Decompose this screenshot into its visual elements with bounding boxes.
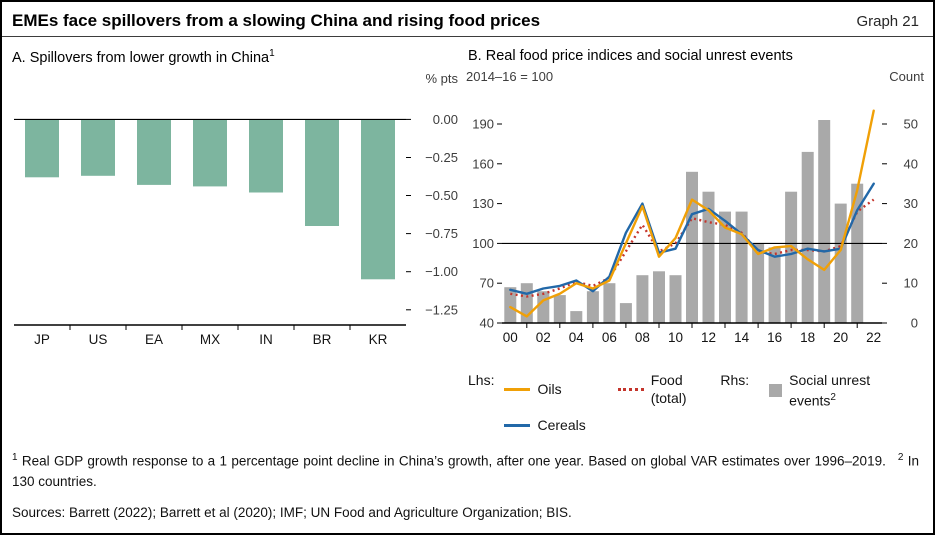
panel-b-title-text: B. Real food price indices and social un… bbox=[468, 48, 793, 64]
svg-text:20: 20 bbox=[904, 236, 918, 251]
cereals-line-swatch bbox=[504, 423, 531, 427]
svg-text:−1.00: −1.00 bbox=[425, 264, 458, 279]
svg-text:10: 10 bbox=[668, 330, 683, 345]
svg-text:Count: Count bbox=[889, 69, 924, 84]
cereals-label: Cereals bbox=[537, 417, 586, 433]
svg-text:40: 40 bbox=[480, 316, 494, 331]
oils-line-swatch bbox=[504, 387, 531, 391]
food-label: Food (total) bbox=[650, 372, 687, 406]
svg-text:US: US bbox=[89, 332, 108, 347]
legend-rhs: Rhs: Social unrest events2 bbox=[720, 371, 919, 410]
panels: A. Spillovers from lower growth in China… bbox=[2, 37, 933, 434]
unrest-label: Social unrest events2 bbox=[789, 372, 871, 409]
svg-text:10: 10 bbox=[904, 276, 918, 291]
legend-item-unrest: Social unrest events2 bbox=[769, 371, 919, 410]
svg-text:0: 0 bbox=[911, 316, 918, 331]
svg-text:−0.75: −0.75 bbox=[425, 226, 458, 241]
svg-text:70: 70 bbox=[480, 276, 494, 291]
svg-text:14: 14 bbox=[734, 330, 750, 345]
svg-text:−0.50: −0.50 bbox=[425, 188, 458, 203]
svg-text:% pts: % pts bbox=[425, 71, 458, 86]
footnote-1-text: Real GDP growth response to a 1 percenta… bbox=[17, 453, 886, 469]
svg-text:−1.25: −1.25 bbox=[425, 302, 458, 317]
svg-text:06: 06 bbox=[602, 330, 617, 345]
svg-text:MX: MX bbox=[200, 332, 220, 347]
svg-text:−0.25: −0.25 bbox=[425, 150, 458, 165]
panel-a-title-text: A. Spillovers from lower growth in China bbox=[12, 49, 270, 66]
svg-text:50: 50 bbox=[904, 117, 918, 132]
panel-a-title: A. Spillovers from lower growth in China… bbox=[12, 48, 466, 66]
svg-text:JP: JP bbox=[34, 332, 50, 347]
svg-text:IN: IN bbox=[259, 332, 273, 347]
svg-text:2014–16 = 100: 2014–16 = 100 bbox=[466, 69, 553, 84]
svg-text:08: 08 bbox=[635, 330, 650, 345]
svg-text:BR: BR bbox=[313, 332, 332, 347]
legend: Lhs: Oils Food (total) Cereals bbox=[468, 371, 919, 434]
svg-text:KR: KR bbox=[369, 332, 388, 347]
svg-text:30: 30 bbox=[904, 196, 918, 211]
legend-rhs-label: Rhs: bbox=[720, 372, 750, 388]
header-divider bbox=[2, 36, 933, 37]
food-line-swatch bbox=[617, 387, 644, 391]
svg-text:0.00: 0.00 bbox=[433, 112, 458, 127]
legend-item-cereals: Cereals bbox=[504, 416, 586, 434]
panel-b: B. Real food price indices and social un… bbox=[466, 41, 925, 434]
panel-a-title-footnote-ref: 1 bbox=[269, 48, 275, 59]
svg-text:100: 100 bbox=[472, 236, 494, 251]
graph-number: Graph 21 bbox=[856, 13, 919, 30]
panel-b-title: B. Real food price indices and social un… bbox=[468, 48, 925, 64]
svg-text:16: 16 bbox=[767, 330, 782, 345]
svg-text:04: 04 bbox=[569, 330, 585, 345]
sources: Sources: Barrett (2022); Barrett et al (… bbox=[12, 505, 572, 520]
legend-lhs-items: Oils Food (total) Cereals bbox=[504, 371, 720, 434]
svg-text:EA: EA bbox=[145, 332, 163, 347]
svg-text:160: 160 bbox=[472, 156, 494, 171]
legend-lhs-label: Lhs: bbox=[468, 372, 495, 388]
svg-text:02: 02 bbox=[536, 330, 551, 345]
svg-text:40: 40 bbox=[904, 156, 918, 171]
svg-text:190: 190 bbox=[472, 117, 494, 132]
page-title: EMEs face spillovers from a slowing Chin… bbox=[12, 11, 541, 30]
panel-a: A. Spillovers from lower growth in China… bbox=[10, 41, 466, 434]
legend-item-oils: Oils bbox=[504, 371, 585, 407]
svg-text:18: 18 bbox=[800, 330, 815, 345]
svg-text:12: 12 bbox=[701, 330, 716, 345]
footnotes: 1 Real GDP growth response to a 1 percen… bbox=[12, 450, 919, 492]
svg-text:22: 22 bbox=[866, 330, 881, 345]
panel-a-chart: % pts 0.00 −0.25 −0.50 −0.75 −1.00 −1.25 JP US EA… bbox=[14, 71, 458, 347]
footnote-2-text: In 130 countries. bbox=[12, 453, 920, 489]
footnote-2-marker: 2 bbox=[897, 452, 904, 463]
svg-text:00: 00 bbox=[503, 330, 518, 345]
header: EMEs face spillovers from a slowing Chin… bbox=[2, 2, 933, 36]
svg-text:130: 130 bbox=[472, 196, 494, 211]
unrest-bar-swatch bbox=[769, 383, 783, 397]
legend-item-food: Food (total) bbox=[617, 371, 721, 407]
oils-label: Oils bbox=[537, 381, 562, 397]
svg-text:20: 20 bbox=[833, 330, 848, 345]
panel-b-chart: 2014–16 = 100 Count 40 70 100 130 160 190 0 10 20 3… bbox=[466, 69, 924, 345]
footnote-1-marker: 1 bbox=[12, 452, 18, 463]
